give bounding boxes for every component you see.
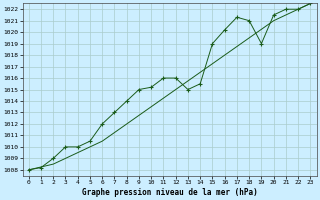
X-axis label: Graphe pression niveau de la mer (hPa): Graphe pression niveau de la mer (hPa)	[82, 188, 258, 197]
